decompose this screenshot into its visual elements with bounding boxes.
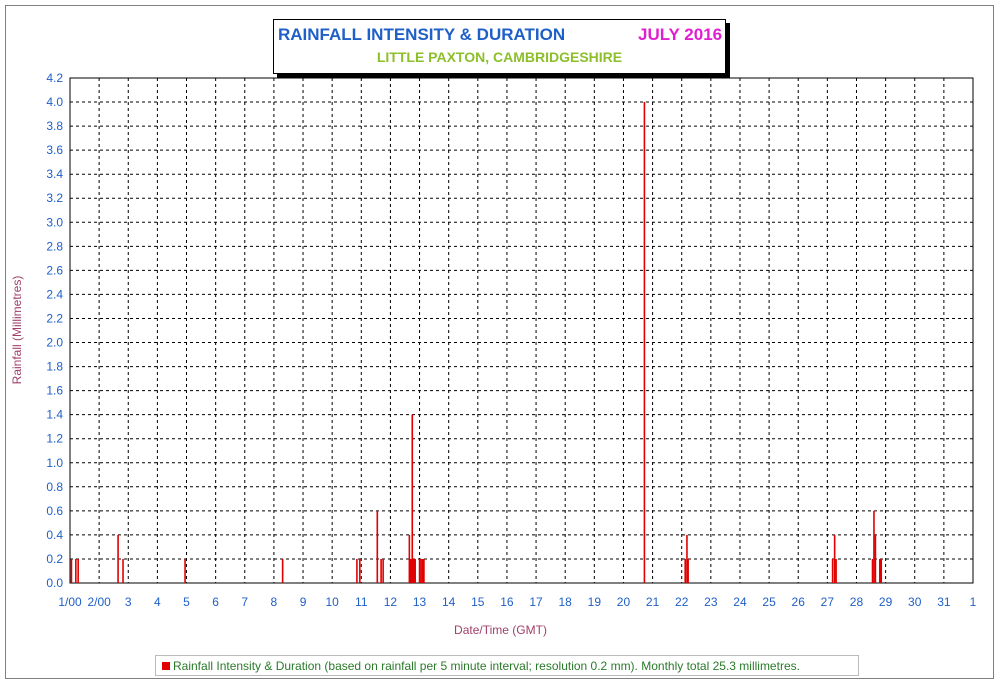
x-tick-label: 7 [241,595,248,609]
y-tick-label: 0.8 [46,480,63,494]
x-tick-label: 26 [792,595,806,609]
y-tick-label: 0.6 [46,504,63,518]
x-tick-label: 4 [154,595,161,609]
legend: Rainfall Intensity & Duration (based on … [155,655,859,676]
chart-frame [5,5,994,679]
y-tick-label: 2.0 [46,336,63,350]
x-tick-label: 17 [529,595,543,609]
y-tick-label: 1.0 [46,456,63,470]
x-tick-label: 13 [413,595,427,609]
x-tick-label: 5 [183,595,190,609]
y-tick-label: 3.8 [46,119,63,133]
x-tick-label: 24 [733,595,747,609]
x-axis-label: Date/Time (GMT) [454,623,547,637]
x-tick-label: 14 [442,595,456,609]
x-tick-label: 27 [821,595,835,609]
chart-title-month: JULY 2016 [638,25,723,44]
x-tick-label: 1/00 [58,595,82,609]
y-tick-label: 3.6 [46,143,63,157]
y-tick-label: 3.4 [46,167,63,181]
x-tick-label: 19 [588,595,602,609]
x-tick-label: 12 [384,595,398,609]
y-tick-label: 2.2 [46,311,63,325]
x-tick-label: 20 [617,595,631,609]
x-tick-label: 2/00 [87,595,111,609]
y-tick-label: 0.4 [46,528,63,542]
y-tick-label: 1.2 [46,432,63,446]
y-tick-label: 0.0 [46,576,63,590]
x-tick-label: 10 [325,595,339,609]
x-tick-label: 18 [559,595,573,609]
y-tick-label: 1.6 [46,384,63,398]
y-tick-label: 3.2 [46,191,63,205]
x-tick-label: 15 [471,595,485,609]
x-tick-label: 1 [970,595,977,609]
x-tick-label: 28 [850,595,864,609]
legend-swatch [162,662,170,670]
chart-title: RAINFALL INTENSITY & DURATION [278,25,566,44]
legend-entry: Rainfall Intensity & Duration (based on … [173,659,800,673]
chart-subtitle: LITTLE PAXTON, CAMBRIDGESHIRE [376,49,623,65]
y-tick-label: 4.2 [46,71,63,85]
x-tick-label: 31 [937,595,951,609]
x-tick-label: 22 [675,595,689,609]
x-tick-label: 23 [704,595,718,609]
y-tick-label: 2.4 [46,287,63,301]
x-tick-label: 6 [212,595,219,609]
title-box: RAINFALL INTENSITY & DURATION JULY 2016 … [273,19,726,74]
x-tick-label: 9 [300,595,307,609]
x-tick-label: 30 [908,595,922,609]
y-axis-label: Rainfall (Millimetres) [10,275,24,385]
x-tick-label: 16 [500,595,514,609]
y-tick-label: 3.0 [46,215,63,229]
plot-border [69,77,974,584]
x-tick-label: 29 [879,595,893,609]
x-tick-label: 25 [762,595,776,609]
y-tick-label: 2.6 [46,263,63,277]
x-tick-label: 3 [125,595,132,609]
y-tick-label: 1.4 [46,408,63,422]
y-tick-label: 2.8 [46,239,63,253]
y-tick-label: 4.0 [46,95,63,109]
x-tick-label: 11 [355,595,368,609]
x-tick-label: 21 [646,595,660,609]
x-tick-label: 8 [271,595,278,609]
y-tick-label: 0.2 [46,552,63,566]
y-tick-label: 1.8 [46,360,63,374]
